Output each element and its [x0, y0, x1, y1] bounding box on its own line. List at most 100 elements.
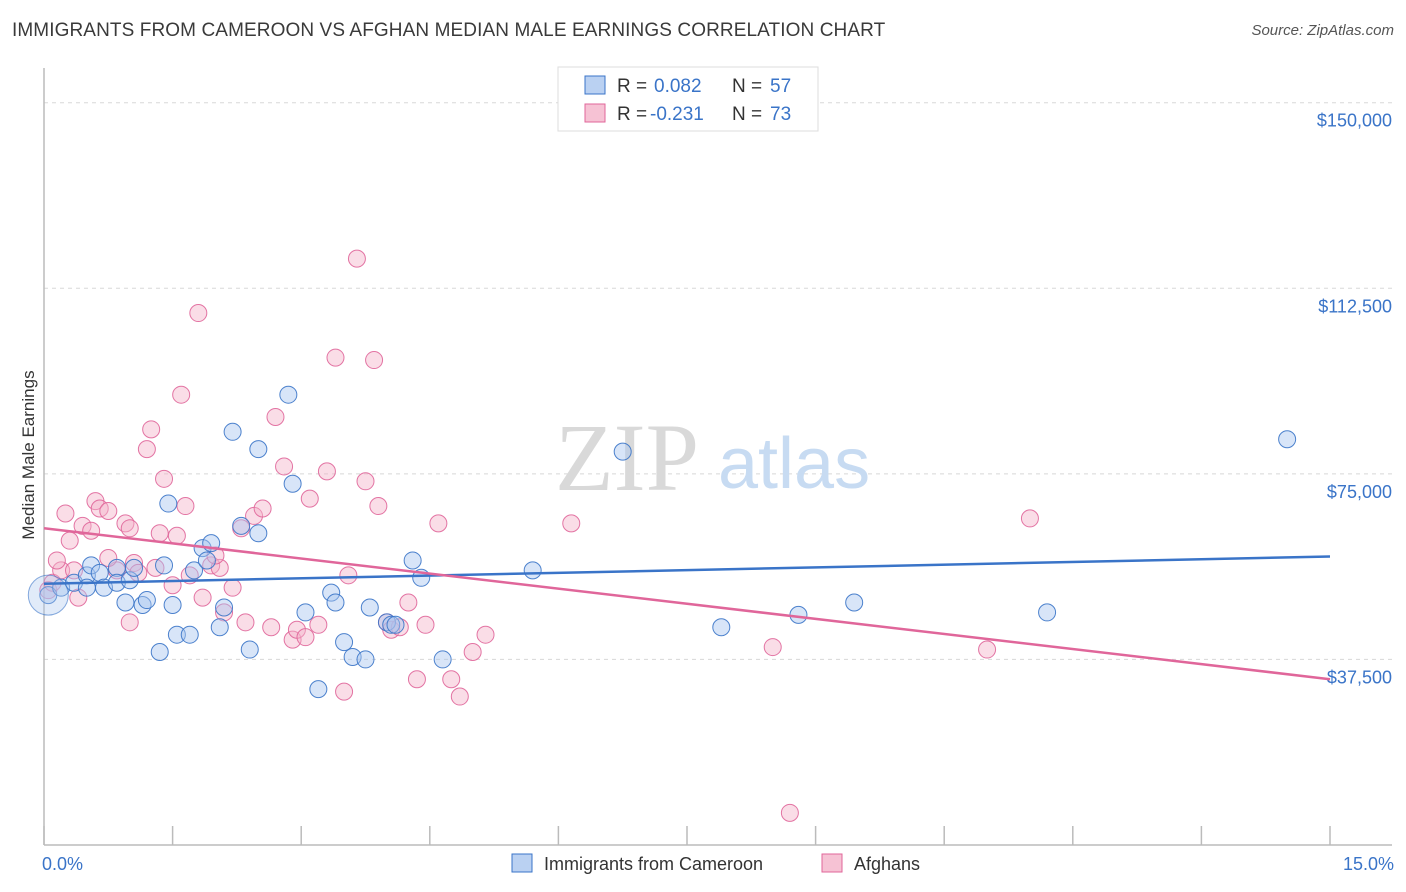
scatter-point [322, 583, 341, 602]
scatter-point [189, 304, 208, 323]
scatter-point [763, 638, 782, 657]
scatter-point [326, 348, 345, 367]
scatter-point [116, 593, 135, 612]
scatter-point [137, 440, 156, 459]
watermark-zip: ZIP [555, 404, 699, 511]
scatter-point [309, 680, 328, 699]
scatter-point [155, 556, 174, 575]
scatter-point [137, 591, 156, 610]
scatter-point [236, 613, 255, 632]
scatter-point [365, 351, 384, 370]
scatter-point [215, 598, 234, 617]
scatter-point [712, 618, 731, 637]
scatter-point [163, 576, 182, 595]
scatter-point [1020, 509, 1039, 528]
scatter-point [450, 687, 469, 706]
scatter-point [197, 551, 216, 570]
scatter-point [279, 385, 298, 404]
scatter-point [56, 504, 75, 523]
scatter-point [125, 558, 144, 577]
scatter-point [262, 618, 281, 637]
scatter-point [232, 516, 251, 535]
scatter-point [215, 603, 234, 622]
scatter-point [180, 625, 199, 644]
scatter-point [845, 593, 864, 612]
scatter-point [309, 615, 328, 634]
scatter-point [326, 593, 345, 612]
scatter-point [780, 803, 799, 822]
y-tick-label: $75,000 [1327, 482, 1392, 502]
x-tick-label-min: 0.0% [42, 854, 83, 874]
scatter-point [407, 670, 426, 689]
correlation-legend: R = 0.082 N = 57 R = -0.231 N = 73 [557, 66, 819, 132]
scatter-point [433, 650, 452, 669]
chart-title: IMMIGRANTS FROM CAMEROON VS AFGHAN MEDIA… [12, 20, 886, 41]
source-credit: Source: ZipAtlas.com [1251, 22, 1394, 39]
legend-swatch-cameroon [584, 75, 606, 95]
scatter-point [193, 588, 212, 607]
scatter-point [155, 469, 174, 488]
legend-n-label-afghans: N = [732, 104, 762, 125]
scatter-point [283, 474, 302, 493]
scatter-point [150, 643, 169, 662]
scatter-point [1038, 603, 1057, 622]
scatter-point [296, 603, 315, 622]
scatter-point [335, 633, 354, 652]
scatter-point [82, 521, 101, 540]
scatter-point [99, 501, 118, 520]
scatter-point [90, 563, 109, 582]
scatter-point [369, 497, 388, 516]
scatter-point [176, 497, 195, 516]
scatter-point [125, 553, 144, 572]
scatter-point [429, 514, 448, 533]
scatter-point [476, 625, 495, 644]
scatter-point [442, 670, 461, 689]
legend-swatch-afghans [584, 103, 606, 123]
trend-line-afghans [43, 527, 1331, 681]
scatter-point [275, 457, 294, 476]
scatter-point [347, 249, 366, 268]
scatter-point [253, 499, 272, 518]
bottom-legend-label-cameroon: Immigrants from Cameroon [544, 854, 763, 874]
scatter-point [142, 420, 161, 439]
gridlines [44, 102, 1392, 660]
scatter-point [613, 442, 632, 461]
scatter-point [978, 640, 997, 659]
legend-n-value-afghans: 73 [770, 104, 791, 125]
scatter-point [317, 462, 336, 481]
scatter-point [120, 519, 139, 538]
legend-n-label-cameroon: N = [732, 76, 762, 97]
scatter-point [249, 440, 268, 459]
scatter-point [167, 625, 186, 644]
y-tick-label: $37,500 [1327, 667, 1392, 687]
scatter-point [356, 472, 375, 491]
scatter-point [266, 407, 285, 426]
watermark: ZIP atlas [555, 404, 870, 511]
scatter-point [223, 578, 242, 597]
y-tick-label: $112,500 [1318, 296, 1392, 316]
legend-r-label-afghans: R = [617, 104, 647, 125]
scatter-point [159, 494, 178, 513]
scatter-point [210, 618, 229, 637]
scatter-point [562, 514, 581, 533]
scatter-point [356, 650, 375, 669]
x-tick-label-max: 15.0% [1343, 854, 1394, 874]
scatter-point [150, 524, 169, 543]
y-tick-labels: $37,500 $75,000 $112,500 $150,000 [1317, 111, 1392, 688]
trend-line-cameroon [43, 555, 1331, 585]
legend-r-value-afghans: -0.231 [650, 104, 704, 125]
scatter-point [335, 682, 354, 701]
scatter-point [339, 566, 358, 585]
scatter-point [360, 598, 379, 617]
scatter-point [399, 593, 418, 612]
scatter-point [120, 613, 139, 632]
scatter-point [223, 422, 242, 441]
scatter-point [386, 615, 405, 634]
series-legend: Immigrants from Cameroon Afghans [511, 853, 920, 874]
scatter-point [300, 489, 319, 508]
watermark-atlas: atlas [718, 424, 870, 504]
bottom-legend-swatch-cameroon [511, 853, 533, 873]
scatter-point-cluster [27, 574, 69, 616]
trend-lines [43, 527, 1331, 681]
